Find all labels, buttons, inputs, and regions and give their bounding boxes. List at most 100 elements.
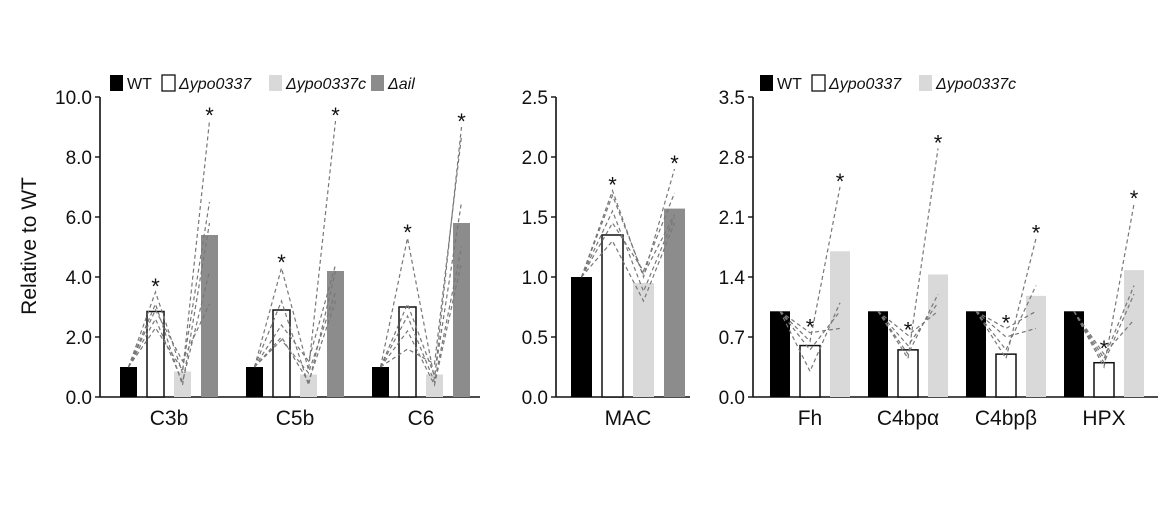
y-tick-label: 10.0 <box>55 88 92 109</box>
bar-C4bpβ-ypo0337c <box>1026 295 1046 397</box>
category-label: Fh <box>798 407 823 430</box>
significance-star: * <box>151 274 160 299</box>
bar-MAC-WT <box>571 277 592 397</box>
category-label: C4bpα <box>877 407 939 430</box>
replicate-line <box>1073 310 1135 356</box>
y-tick-label: 2.5 <box>522 88 548 109</box>
legend-swatch-ypo0337 <box>811 74 826 92</box>
bar-HPX-ypo0337c <box>1124 270 1144 397</box>
bar-C5b-ypo0337c <box>300 374 317 397</box>
legend-label-ypo0337: Δypo0337 <box>828 76 902 93</box>
legend-label-WT: WT <box>777 76 802 93</box>
y-tick-label: 2.1 <box>719 208 745 229</box>
replicate-line <box>254 291 337 375</box>
replicate-line <box>253 264 337 368</box>
significance-star: * <box>1002 310 1011 335</box>
significance-star: * <box>608 173 617 198</box>
y-tick-label: 4.0 <box>66 268 92 289</box>
bar-HPX-WT <box>1064 311 1084 397</box>
legend-swatch-WT <box>110 75 123 91</box>
significance-star: * <box>331 103 340 128</box>
y-tick-label: 0.5 <box>522 328 548 349</box>
legend-swatch-ypo0337 <box>161 74 176 92</box>
bar-C5b-WT <box>246 367 263 397</box>
y-tick-label: 2.0 <box>66 328 92 349</box>
significance-star: * <box>1100 336 1109 361</box>
replicate-line <box>379 201 463 379</box>
bar-MAC-ypo0337 <box>601 234 624 398</box>
replicate-line <box>127 270 211 384</box>
bar-C4bpα-ypo0337c <box>928 274 948 397</box>
category-label: HPX <box>1082 407 1125 430</box>
y-tick-label: 1.0 <box>522 268 548 289</box>
y-tick-label: 1.5 <box>522 208 548 229</box>
category-label: C3b <box>150 407 189 430</box>
bar-C5b-ail <box>327 271 344 397</box>
replicate-line <box>779 310 841 351</box>
y-tick-label: 0.0 <box>66 388 92 409</box>
replicate-line <box>580 168 676 279</box>
bar-C3b-ypo0337 <box>146 310 165 398</box>
significance-star: * <box>836 169 845 194</box>
replicate-line <box>580 193 676 278</box>
bar-C4bpβ-WT <box>966 311 986 397</box>
replicate-line <box>581 222 676 303</box>
bar-C4bpβ-ypo0337 <box>995 353 1017 398</box>
replicate-line <box>779 310 841 334</box>
replicate-line <box>580 209 676 294</box>
replicate-line <box>1073 204 1135 369</box>
y-tick-label: 2.0 <box>522 148 548 169</box>
replicate-line <box>779 302 841 373</box>
legend-swatch-ail <box>371 75 384 91</box>
bar-C6-WT <box>372 367 389 397</box>
y-tick-label: 8.0 <box>66 148 92 169</box>
replicate-line <box>975 285 1037 352</box>
bar-C4bpα-WT <box>868 311 888 397</box>
legend-swatch-ypo0337c <box>269 75 282 91</box>
bar-MAC-ypo0337c <box>633 283 654 397</box>
replicate-line <box>254 300 337 384</box>
legend: WT Δypo0337 Δypo0337c Δail <box>110 74 415 93</box>
bar-Fh-ypo0337c <box>830 251 850 397</box>
replicate-line <box>877 310 939 337</box>
significance-star: * <box>1032 220 1041 245</box>
bar-C4bpα-ypo0337 <box>897 349 919 398</box>
significance-star: * <box>277 250 286 275</box>
replicate-line <box>877 148 939 361</box>
replicate-line <box>127 120 211 374</box>
legend-label-ypo0337c: Δypo0337c <box>935 76 1016 93</box>
bar-C5b-ypo0337 <box>272 309 291 398</box>
replicate-line <box>127 303 211 368</box>
significance-star: * <box>670 151 679 176</box>
category-label: C6 <box>408 407 435 430</box>
significance-star: * <box>403 220 412 245</box>
bar-Fh-ypo0337 <box>799 344 821 398</box>
replicate-line <box>1073 293 1135 365</box>
legend-label-WT: WT <box>127 76 152 93</box>
category-label: C5b <box>276 407 315 430</box>
legend-label-ypo0337c: Δypo0337c <box>285 76 366 93</box>
replicate-line <box>127 222 211 386</box>
replicate-line <box>1073 285 1135 360</box>
replicate-line <box>779 186 841 343</box>
significance-star: * <box>904 317 913 342</box>
bar-Fh-WT <box>770 311 790 397</box>
y-tick-label: 3.5 <box>719 88 745 109</box>
replicate-line <box>877 293 939 356</box>
replicate-line <box>877 302 939 347</box>
legend: WT Δypo0337 Δypo0337c <box>760 74 1016 93</box>
legend-label-ail: Δail <box>387 76 415 93</box>
y-tick-label: 1.4 <box>719 268 746 289</box>
legend-swatch-WT <box>760 75 773 91</box>
y-tick-label: 0.0 <box>719 388 745 409</box>
significance-star: * <box>457 109 466 134</box>
y-tick-label: 0.7 <box>719 328 745 349</box>
significance-star: * <box>934 130 943 155</box>
bar-C3b-ail <box>201 235 218 397</box>
y-tick-label: 6.0 <box>66 208 92 229</box>
y-tick-label: 0.0 <box>522 388 548 409</box>
category-label: MAC <box>605 407 652 430</box>
significance-star: * <box>806 315 815 340</box>
